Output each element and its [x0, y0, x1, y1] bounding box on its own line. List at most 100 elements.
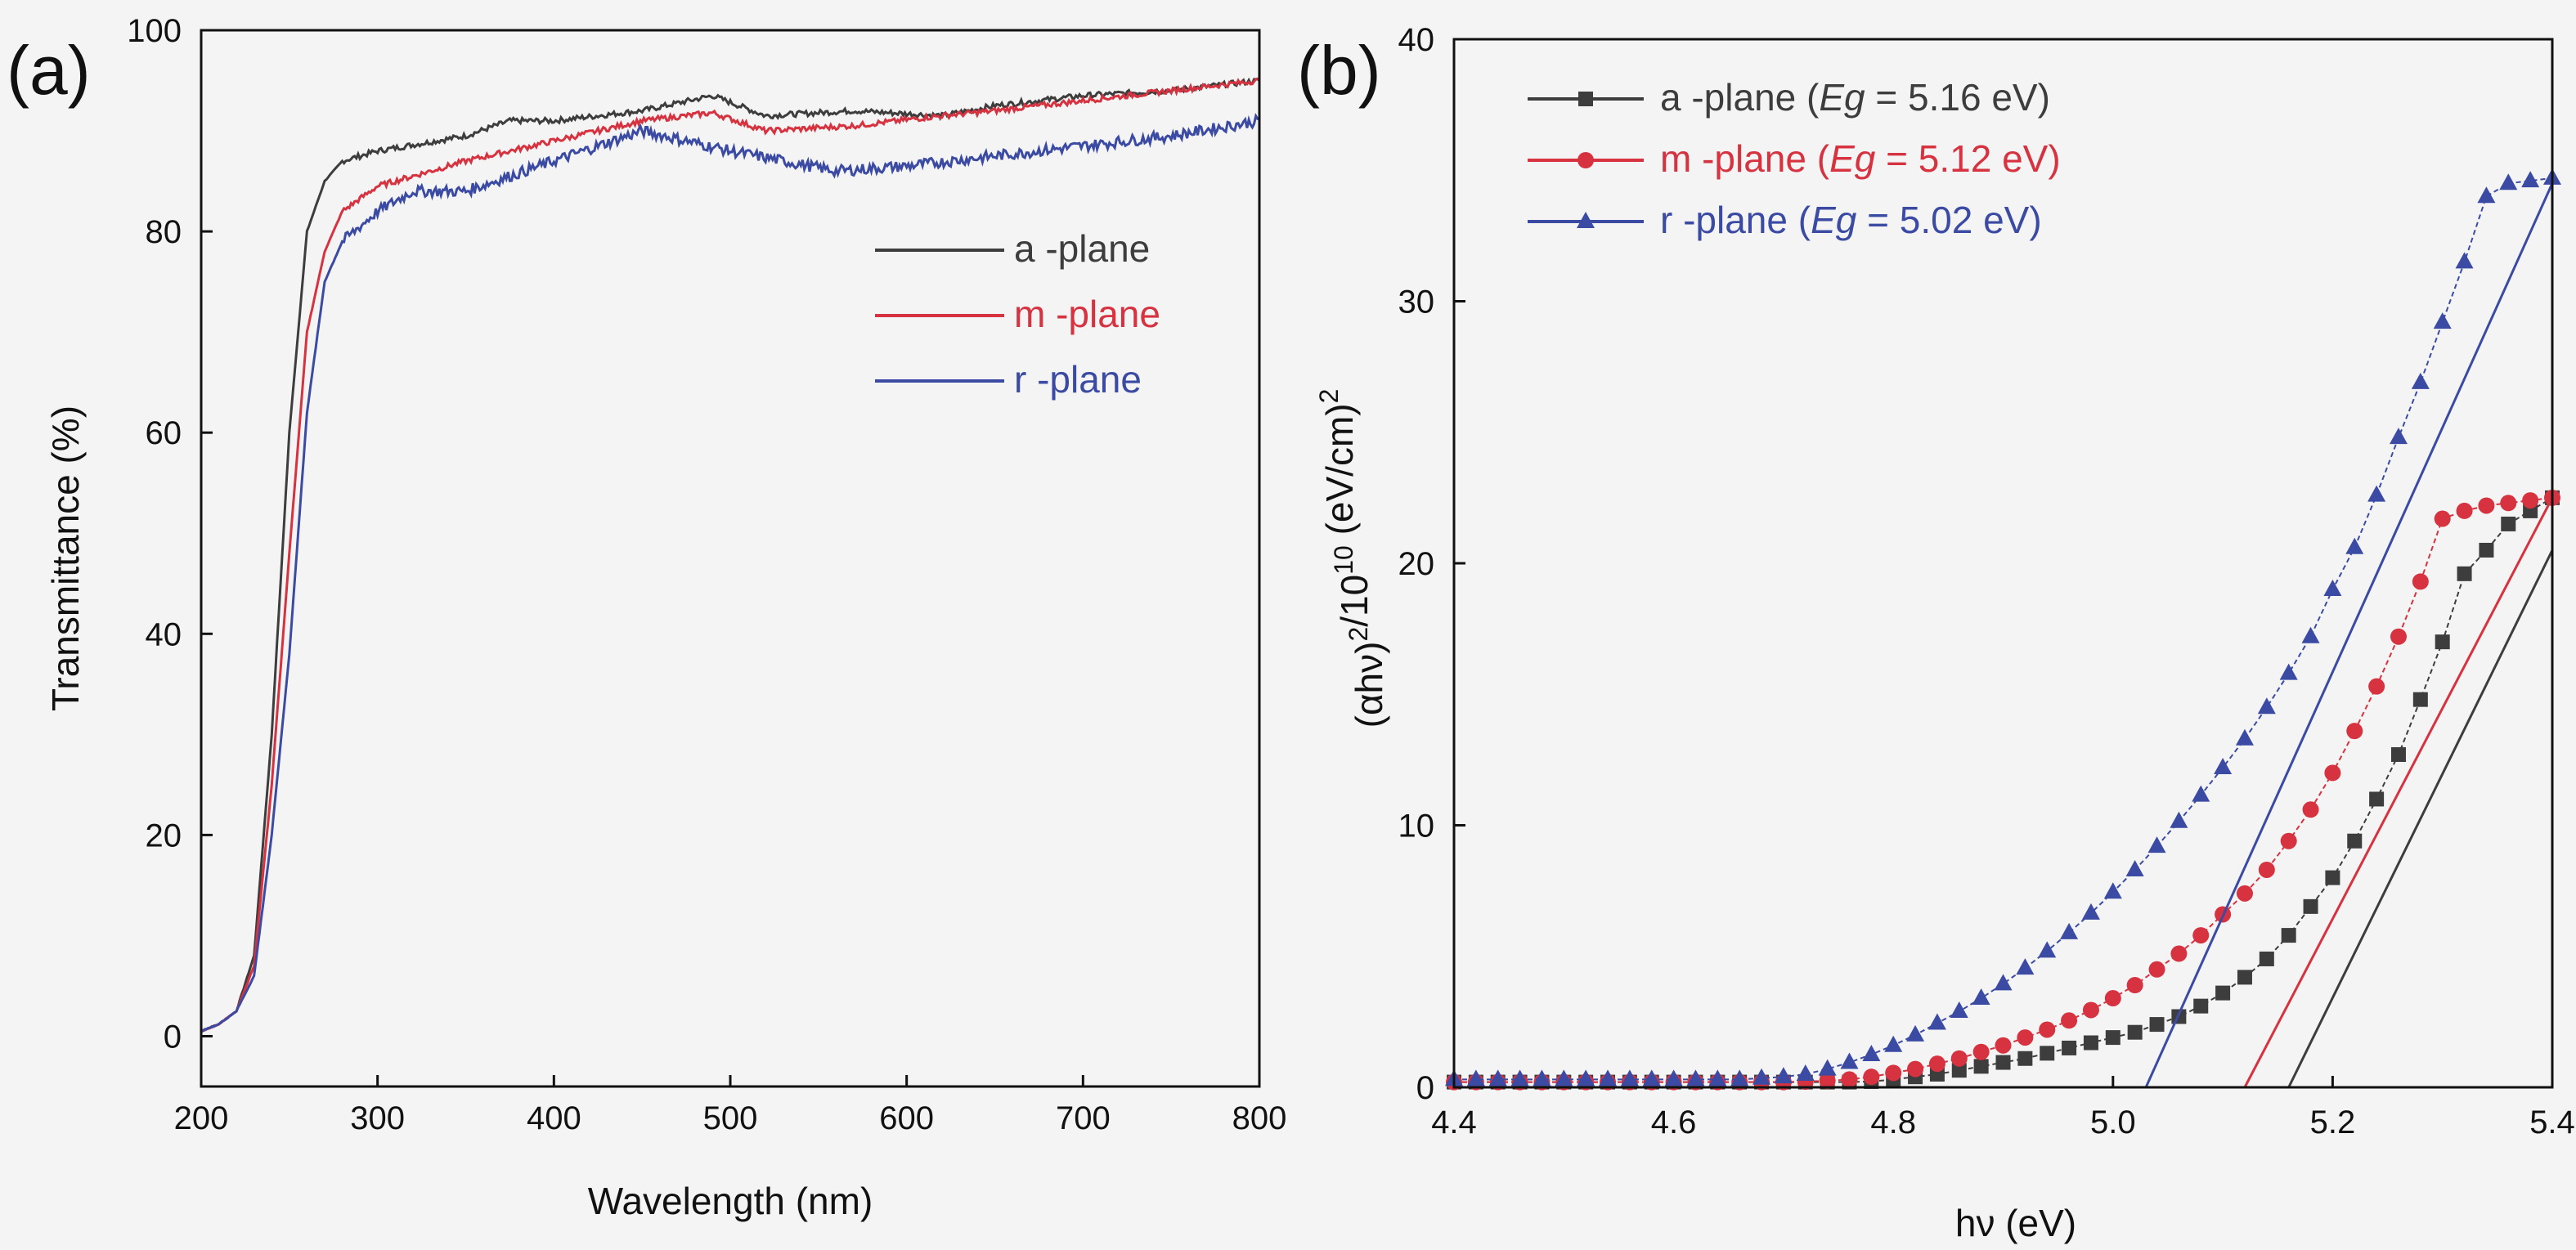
panel-a-x-tick-label: 700	[1056, 1100, 1111, 1136]
panel-b-data-point	[2083, 1035, 2098, 1051]
panel-a-series-lines	[200, 77, 1261, 1033]
panel-b-data-point	[2103, 882, 2122, 899]
panel-b-data-point	[2390, 746, 2406, 762]
panel-b-data-point	[2281, 928, 2296, 943]
panel-b-data-point	[1466, 1069, 1485, 1086]
panel-b-data-point	[2258, 861, 2275, 878]
panel-b-data-point	[2434, 510, 2451, 527]
panel-b-data-point	[2390, 628, 2407, 645]
panel-b-axes-frame	[1452, 38, 2554, 1089]
panel-b-data-point	[2433, 312, 2452, 329]
panel-b-data-point	[1994, 974, 2013, 991]
panel-a-axes-frame	[200, 29, 1261, 1088]
panel-b-data-point	[1884, 1035, 1903, 1052]
panel-b-data-point	[1841, 1071, 1858, 1088]
panel-b-ticks: 4.4 4.6 4.8 5.0 5.2 5.4 0 10 20 30 40	[1398, 22, 2575, 1140]
panel-b-data-point	[2325, 870, 2340, 885]
panel-b-data-point	[1907, 1060, 1924, 1078]
panel-b-data-point	[1577, 1069, 1595, 1086]
panel-a-x-tick-label: 200	[174, 1100, 229, 1136]
panel-b-data-point	[1928, 1013, 1946, 1030]
panel-b-y-axis-title-part: /10	[1333, 575, 1376, 627]
panel-b-y-axis-title: (αhν)2/1010 (eV/cm)2	[1314, 389, 1390, 728]
panel-b-y-tick-label: 10	[1398, 809, 1435, 845]
panel-b-y-tick-label: 20	[1398, 546, 1435, 582]
panel-b-data-point	[2040, 1046, 2055, 1061]
panel-b-data-point	[2521, 171, 2540, 188]
panel-b-fit-line-2	[2144, 182, 2554, 1088]
panel-b-data-point	[1642, 1069, 1661, 1086]
panel-b-data-point	[2455, 252, 2474, 269]
panel-b-data-point	[2082, 1001, 2099, 1019]
panel-a-y-tick-label: 80	[146, 214, 182, 250]
panel-b-data-point	[2501, 516, 2516, 531]
panel-b-x-tick-label: 5.0	[2090, 1104, 2136, 1140]
panel-b-data-point	[1906, 1024, 1925, 1042]
panel-b-data-point	[2457, 566, 2472, 581]
panel-b-data-point	[1995, 1037, 2012, 1054]
panel-a-series-line-1	[200, 77, 1260, 1033]
panel-b-data-point	[2039, 1021, 2056, 1038]
panel-b-legend-label: r -plane (Eg = 5.02 eV)	[1660, 199, 2042, 241]
panel-b-data-point	[2060, 922, 2079, 939]
panel-b-data-point	[1555, 1069, 1573, 1086]
panel-b-legend-name: a -plane (	[1660, 76, 1820, 119]
panel-a-ticks: 200 300 400 500 600 700 800 0 20 40 60 80 100	[127, 13, 1286, 1136]
panel-a-series-line-0	[200, 77, 1261, 1033]
panel-b-x-tick-label: 4.8	[1870, 1104, 1916, 1140]
panel-a-y-tick-label: 20	[146, 818, 182, 853]
panel-b-data-point	[1774, 1067, 1793, 1084]
panel-b-legend-eg: Eg	[1819, 76, 1865, 119]
panel-b-data-point	[1885, 1064, 1902, 1082]
panel-b-data-point	[2499, 173, 2518, 190]
panel-b-data-point	[1708, 1069, 1727, 1086]
panel-a-y-tick-label: 0	[164, 1019, 182, 1055]
panel-b-data-point	[2479, 542, 2494, 558]
panel-b-data-point	[2477, 186, 2496, 204]
panel-b-data-point	[2062, 1040, 2077, 1055]
panel-a-x-tick-label: 800	[1232, 1100, 1287, 1136]
panel-b-data-point	[2259, 951, 2274, 966]
panel-a-x-tick-label: 600	[879, 1100, 934, 1136]
panel-b-data-point	[2280, 832, 2297, 849]
panel-b-data-point	[2411, 372, 2430, 389]
panel-b-data-point	[2017, 1029, 2034, 1046]
panel-b-data-point	[2214, 757, 2233, 774]
panel-b-data-point	[2127, 1024, 2143, 1040]
panel-b-data-point	[1972, 1043, 1990, 1060]
panel-b-data-point	[2369, 791, 2385, 807]
panel-b-data-point	[2412, 573, 2429, 590]
panel-b-data-point	[1819, 1072, 1836, 1089]
panel-b-data-point	[1950, 1001, 1968, 1019]
panel-a-legend-label: a -plane	[1014, 227, 1150, 270]
panel-b-y-tick-label: 0	[1416, 1070, 1434, 1106]
panel-b-legend-name: r -plane (	[1660, 199, 1811, 241]
panel-b-data-point	[1928, 1055, 1945, 1073]
panel-b-legend-value: = 5.12 eV)	[1875, 137, 2060, 180]
panel-b-data-point	[1951, 1063, 1967, 1078]
panel-b-legend-value: = 5.02 eV)	[1856, 199, 2041, 241]
panel-b-data-point	[2170, 811, 2188, 828]
panel-a-legend: a -plane m -plane r -plane	[875, 227, 1160, 401]
panel-b-y-tick-label: 30	[1398, 284, 1435, 320]
panel-b-data-point	[2346, 723, 2363, 740]
panel-b-legend-value: = 5.16 eV)	[1865, 76, 2050, 119]
panel-b-data-point	[2368, 678, 2385, 695]
panel-b-fit-line-1	[2243, 497, 2554, 1088]
panel-b-data-point	[2017, 1051, 2033, 1066]
panel-b-data-point	[2192, 927, 2210, 944]
panel-b-y-axis-title-part: 2	[1314, 389, 1344, 404]
panel-b-data-point	[2478, 497, 2495, 514]
panel-b-legend: a -plane (Eg = 5.16 eV)m -plane (Eg = 5.…	[1528, 76, 2061, 241]
panel-b-data-point	[2347, 833, 2363, 849]
panel-b-data-point	[2148, 961, 2165, 978]
panel-b-data-point	[2301, 626, 2320, 643]
panel-a-x-tick-label: 400	[527, 1100, 581, 1136]
panel-b-data-point	[2193, 998, 2209, 1014]
panel-a-y-tick-label: 60	[146, 415, 182, 451]
panel-b-data-point	[2257, 697, 2276, 715]
panel-b-data-point	[2104, 990, 2121, 1007]
panel-b-data-point	[2389, 428, 2408, 445]
panel-b-data-point	[2279, 663, 2298, 680]
